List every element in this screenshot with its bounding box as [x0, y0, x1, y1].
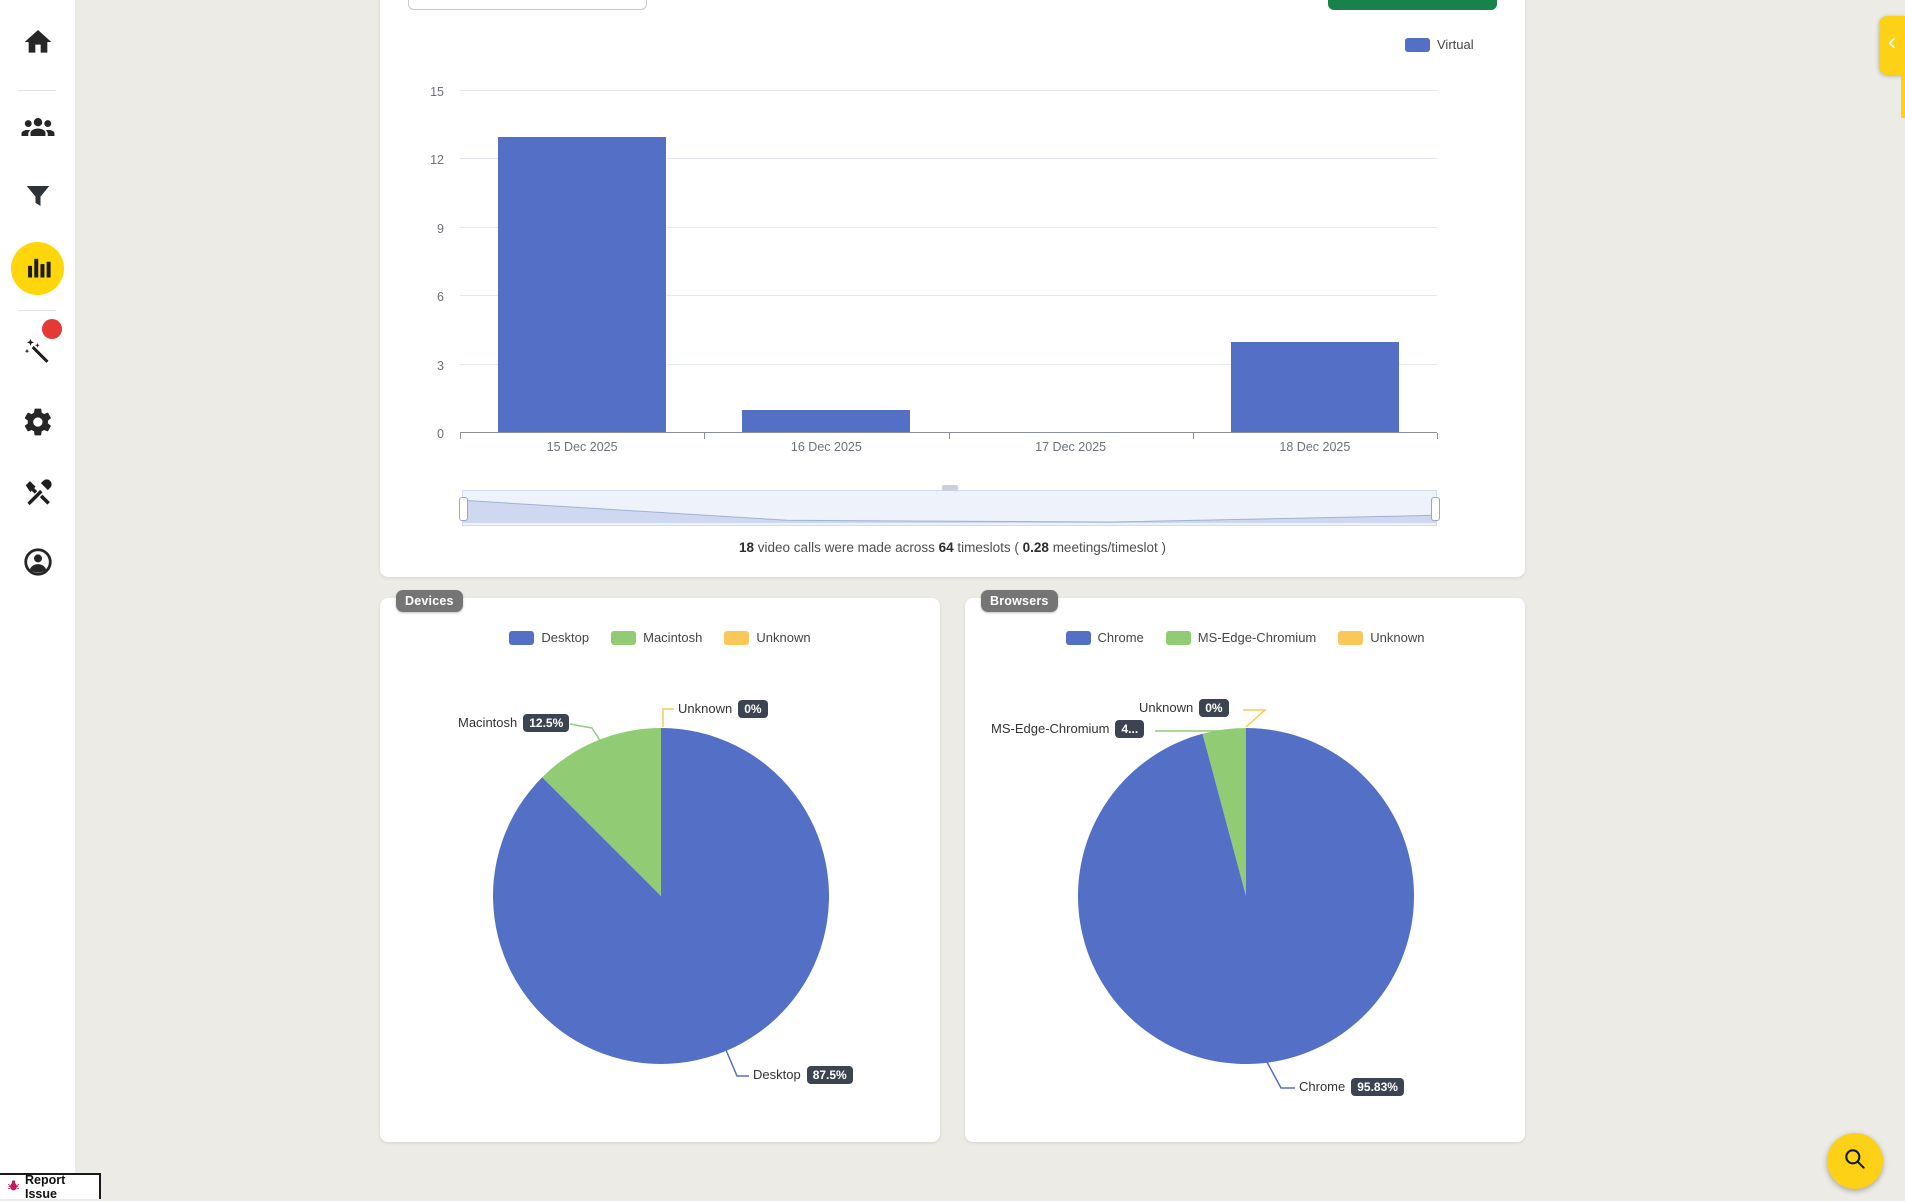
callout-msedge: MS-Edge-Chromium 4...: [991, 720, 1145, 738]
x-axis-tick: [460, 433, 461, 439]
pie-slice-Macintosh[interactable]: [542, 728, 661, 896]
chart-summary-caption: 18 video calls were made across 64 times…: [739, 540, 1166, 555]
browsers-pie-chart[interactable]: [965, 598, 1525, 1142]
legend-item-macintosh[interactable]: Macintosh: [611, 630, 702, 645]
x-axis-tick: [1437, 433, 1438, 439]
sidebar-divider: [18, 90, 56, 91]
tools-icon: [22, 477, 54, 514]
x-axis-tick: [948, 433, 950, 439]
callout-desktop: Desktop 87.5%: [753, 1066, 853, 1084]
y-axis-labels: 0 3 6 9 12 15: [380, 85, 450, 441]
sidebar-item-tools[interactable]: [0, 469, 75, 521]
search-icon: [1842, 1146, 1868, 1177]
pie-slice-Chrome[interactable]: [1077, 728, 1414, 1064]
x-tick-label: 17 Dec 2025: [1035, 440, 1107, 454]
x-axis-tick: [1192, 433, 1194, 439]
sidebar-item-magic-tools[interactable]: [0, 319, 75, 380]
sidebar-item-analytics[interactable]: [0, 242, 75, 295]
chevron-left-icon: [1885, 36, 1899, 55]
sidebar-item-settings[interactable]: [0, 398, 75, 450]
notification-dot: [42, 319, 62, 339]
gear-icon: [22, 406, 54, 443]
y-tick-label: 6: [437, 290, 444, 305]
legend-item-chrome[interactable]: Chrome: [1065, 630, 1144, 645]
x-axis-labels: 15 Dec 2025 16 Dec 2025 17 Dec 2025 18 Dec …: [460, 440, 1437, 454]
gridline: [460, 158, 1437, 160]
sidebar-item-users[interactable]: [0, 103, 75, 155]
y-tick-label: 9: [437, 221, 444, 236]
magic-wand-icon: [23, 337, 53, 372]
gridline: [460, 90, 1437, 91]
collapsed-panel-edge: [1901, 73, 1905, 118]
datazoom-left-handle[interactable]: [459, 497, 468, 521]
y-tick-label: 0: [437, 427, 444, 441]
legend-swatch: [1405, 37, 1430, 52]
legend-swatch: [1065, 630, 1091, 645]
legend-swatch: [1338, 630, 1364, 645]
callout-unknown: Unknown 0%: [1139, 699, 1229, 717]
bar-legend-item-virtual[interactable]: Virtual: [1405, 37, 1474, 52]
datazoom-right-handle[interactable]: [1431, 497, 1440, 521]
collapse-panel-tab[interactable]: [1879, 16, 1905, 75]
sidebar-item-home[interactable]: [0, 18, 75, 70]
legend-swatch: [1165, 630, 1191, 645]
callout-macintosh: Macintosh 12.5%: [458, 714, 570, 732]
users-icon: [20, 109, 56, 150]
bar-18 Dec 2025[interactable]: [1230, 341, 1399, 433]
legend-item-msedge[interactable]: MS-Edge-Chromium: [1165, 630, 1316, 645]
x-axis-line: [460, 432, 1437, 433]
callout-unknown: Unknown 0%: [678, 700, 768, 718]
legend-swatch: [611, 630, 637, 645]
x-axis-tick: [704, 433, 706, 439]
sidebar-item-filter[interactable]: [0, 172, 75, 224]
gridline: [460, 295, 1437, 297]
browsers-pie-card: Browsers Chrome MS-Edge-Chromium Unknown…: [965, 590, 1525, 1142]
search-fab[interactable]: [1827, 1133, 1883, 1189]
chart-action-button[interactable]: [1328, 0, 1497, 10]
bar-16 Dec 2025[interactable]: [742, 410, 911, 433]
datazoom-slider[interactable]: [459, 485, 1440, 526]
pie-slice-Desktop[interactable]: [493, 728, 830, 1064]
browsers-legend: Chrome MS-Edge-Chromium Unknown: [965, 630, 1525, 645]
gridline: [460, 226, 1437, 228]
sidebar-divider: [18, 310, 56, 311]
y-tick-label: 15: [430, 85, 444, 99]
chart-filter-input[interactable]: [408, 0, 647, 10]
card-title-badge: Devices: [396, 590, 463, 612]
callout-chrome: Chrome 95.83%: [1299, 1078, 1404, 1096]
bar-15 Dec 2025[interactable]: [498, 136, 667, 433]
devices-pie-card: Devices Desktop Macintosh Unknown Macint…: [380, 590, 940, 1142]
pie-slice-MS-Edge-Chromium[interactable]: [1202, 728, 1246, 896]
sidebar-item-account[interactable]: [0, 538, 75, 590]
bar-chart-plot[interactable]: [460, 90, 1437, 433]
legend-label: Virtual: [1437, 37, 1474, 52]
report-issue-label: Report Issue: [25, 1173, 66, 1201]
devices-pie-chart[interactable]: [380, 598, 940, 1142]
legend-swatch: [509, 630, 535, 645]
bug-icon: [7, 1179, 20, 1195]
y-tick-label: 12: [430, 153, 444, 168]
datazoom-mini-chart: [463, 499, 1436, 523]
legend-item-desktop[interactable]: Desktop: [509, 630, 589, 645]
sidebar: [0, 0, 75, 1199]
devices-legend: Desktop Macintosh Unknown: [380, 630, 940, 645]
home-icon: [22, 26, 54, 63]
card-title-badge: Browsers: [981, 590, 1058, 612]
gridline: [460, 363, 1437, 365]
x-tick-label: 18 Dec 2025: [1279, 440, 1351, 454]
x-tick-label: 16 Dec 2025: [790, 440, 862, 454]
report-issue-button[interactable]: Report Issue: [0, 1173, 101, 1201]
video-calls-chart-card: Virtual 0 3 6 9 12 15 15 Dec 2025 16 Dec 2025 1…: [380, 0, 1525, 577]
bar-chart-icon: [24, 253, 52, 286]
account-icon: [22, 546, 54, 583]
datazoom-grip[interactable]: [941, 485, 958, 491]
filter-icon: [23, 181, 53, 216]
legend-swatch: [724, 630, 750, 645]
x-tick-label: 15 Dec 2025: [546, 440, 618, 454]
legend-item-unknown[interactable]: Unknown: [1338, 630, 1424, 645]
legend-item-unknown[interactable]: Unknown: [724, 630, 811, 645]
y-tick-label: 3: [437, 358, 444, 373]
